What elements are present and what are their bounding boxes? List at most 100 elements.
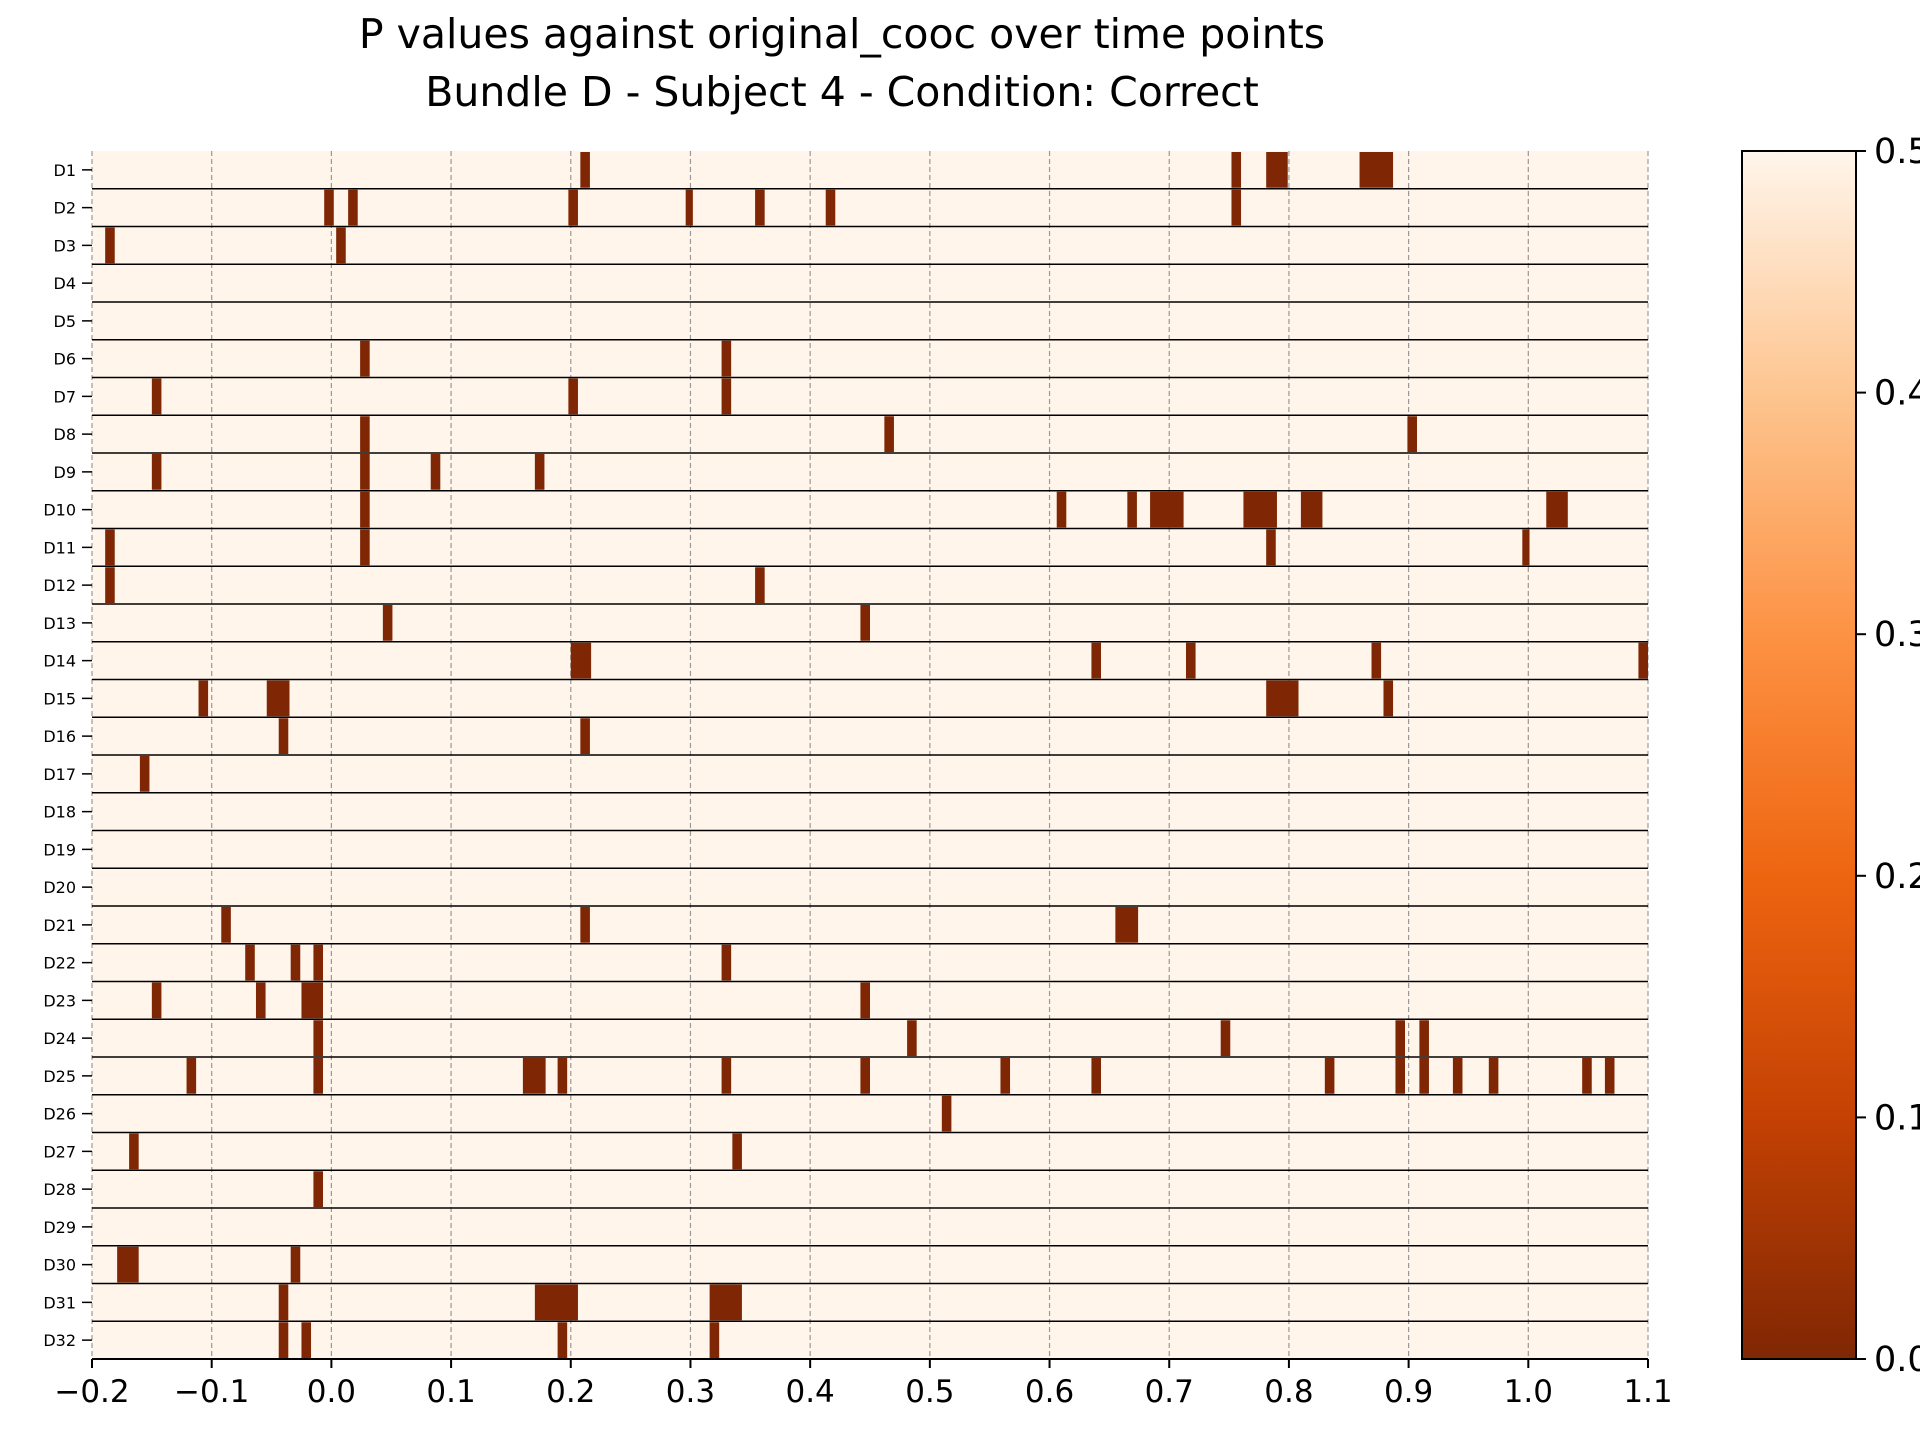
heatmap-cell <box>1419 1058 1429 1094</box>
heatmap-cell <box>1300 491 1323 528</box>
x-tick-label: 0.2 <box>546 1374 595 1410</box>
heatmap-cell <box>721 944 732 981</box>
y-tick-label: D5 <box>54 312 77 331</box>
y-tick-label: D9 <box>54 463 77 482</box>
heatmap-cell <box>1091 642 1102 679</box>
heatmap-cell <box>198 680 209 717</box>
heatmap-cell <box>1582 1058 1592 1094</box>
heatmap-cell <box>324 189 334 226</box>
colorbar-tick-label: 0.0 <box>1874 1340 1920 1380</box>
x-tick-label: 0.0 <box>307 1374 356 1410</box>
y-tick-label: D11 <box>43 538 76 557</box>
heatmap-cell <box>1220 1020 1231 1056</box>
heatmap-cell <box>709 1284 742 1321</box>
heatmap-cell <box>570 642 592 679</box>
heatmap-cell <box>1000 1058 1011 1094</box>
chart-title: P values against original_cooc over time… <box>359 10 1325 58</box>
heatmap-cell <box>266 680 290 717</box>
y-tick-label: D18 <box>43 803 76 822</box>
heatmap-cell <box>534 1284 578 1321</box>
heatmap-cell <box>255 982 266 1019</box>
heatmap-cell <box>382 605 393 641</box>
x-tick-label: 0.7 <box>1145 1374 1194 1410</box>
heatmap-cell <box>1266 529 1276 566</box>
y-axis: D1 D2 D3 D4 D5 D6 D7 D8 D9 D10 D11 D12 D13 D14 D15 D16 D… <box>43 161 92 1350</box>
heatmap-cell <box>1185 642 1196 679</box>
x-tick-label: 0.8 <box>1264 1374 1313 1410</box>
heatmap-cell <box>313 1058 324 1094</box>
heatmap-cell <box>1638 642 1648 679</box>
heatmap-cell <box>1452 1058 1463 1094</box>
heatmap-cell <box>1266 680 1299 717</box>
heatmap-cell <box>1091 1058 1102 1094</box>
heatmap-cell <box>105 227 115 264</box>
heatmap-cell <box>557 1058 568 1094</box>
y-tick-label: D28 <box>43 1180 76 1199</box>
heatmap-cell <box>1324 1058 1335 1094</box>
y-tick-label: D3 <box>54 236 77 255</box>
x-tick-label: −0.2 <box>54 1374 129 1410</box>
y-tick-label: D7 <box>54 387 77 406</box>
heatmap-cell <box>1383 680 1394 717</box>
y-tick-label: D2 <box>54 199 77 218</box>
colorbar-tick-label: 0.4 <box>1874 374 1920 414</box>
x-tick-label: 0.6 <box>1025 1374 1074 1410</box>
heatmap-cell <box>941 1095 952 1132</box>
heatmap-cell <box>151 454 162 490</box>
heatmap-cell <box>825 189 836 226</box>
heatmap-cell <box>1419 1020 1429 1056</box>
heatmap-cell <box>1604 1058 1615 1094</box>
heatmap-cell <box>721 1058 732 1094</box>
heatmap-cell <box>709 1322 720 1358</box>
x-tick-label: 0.9 <box>1384 1374 1433 1410</box>
y-tick-label: D6 <box>54 350 77 369</box>
heatmap-cell <box>1395 1020 1406 1056</box>
y-tick-label: D13 <box>43 614 76 633</box>
colorbar-gradient <box>1741 150 1857 1360</box>
heatmap-cell <box>105 567 115 603</box>
heatmap-cell <box>430 454 441 490</box>
heatmap-cell <box>313 944 324 981</box>
y-tick-label: D12 <box>43 576 76 595</box>
y-tick-label: D10 <box>43 501 76 520</box>
plot-area <box>91 151 1649 1359</box>
heatmap-cell <box>522 1058 546 1094</box>
y-tick-label: D1 <box>54 161 77 180</box>
heatmap-cell <box>685 189 693 226</box>
heatmap-cell <box>1395 1058 1406 1094</box>
heatmap-cell <box>221 907 231 943</box>
y-tick-label: D4 <box>54 274 77 293</box>
heatmap-cell <box>732 1133 742 1170</box>
heatmap-cell <box>360 340 370 377</box>
y-tick-label: D21 <box>43 916 76 935</box>
heatmap-cell <box>1115 907 1139 943</box>
heatmap-cell <box>860 1058 870 1094</box>
heatmap-cell <box>1488 1058 1499 1094</box>
heatmap-cell <box>360 491 370 528</box>
heatmap-cell <box>290 944 301 981</box>
y-tick-label: D23 <box>43 991 76 1010</box>
heatmap-cell <box>884 416 894 452</box>
heatmap-cell <box>1407 416 1417 452</box>
y-tick-label: D14 <box>43 652 76 671</box>
chart-subtitle: Bundle D - Subject 4 - Condition: Correc… <box>425 68 1259 116</box>
x-tick-label: 0.4 <box>785 1374 834 1410</box>
y-tick-label: D31 <box>43 1293 76 1312</box>
heatmap-cell <box>534 454 545 490</box>
y-tick-label: D20 <box>43 878 76 897</box>
heatmap-cell <box>186 1058 197 1094</box>
heatmap-cell <box>568 378 578 415</box>
heatmap-cell <box>721 378 732 415</box>
heatmap-cell <box>336 227 346 264</box>
heatmap-cell <box>278 1284 289 1321</box>
heatmap-cell <box>105 529 115 566</box>
heatmap-cell <box>348 189 358 226</box>
heatmap-cell <box>1150 491 1184 528</box>
heatmap-cell <box>907 1020 917 1056</box>
y-tick-label: D19 <box>43 840 76 859</box>
y-tick-label: D27 <box>43 1142 76 1161</box>
y-tick-label: D26 <box>43 1105 76 1124</box>
heatmap-cell <box>278 718 289 754</box>
heatmap-cell <box>301 982 324 1019</box>
